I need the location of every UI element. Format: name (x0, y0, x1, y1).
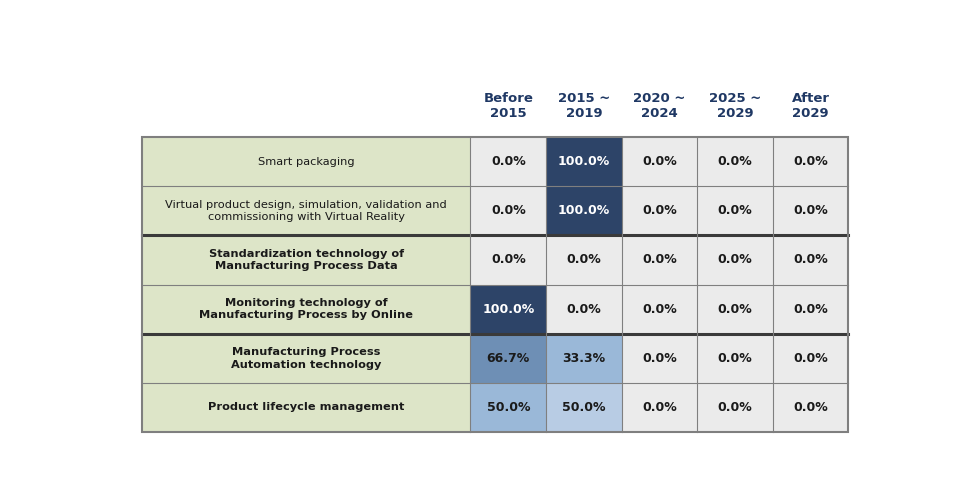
Bar (142, 137, 471, 186)
Bar (471, 186, 546, 236)
Bar (471, 137, 546, 186)
Text: 0.0%: 0.0% (567, 303, 601, 316)
Bar (697, 334, 773, 383)
Text: 66.7%: 66.7% (486, 352, 530, 365)
Text: Manufacturing Process
Automation technology: Manufacturing Process Automation technol… (231, 347, 382, 370)
Text: 0.0%: 0.0% (642, 155, 677, 168)
Bar (621, 137, 697, 186)
Bar (773, 236, 849, 285)
Bar (621, 186, 697, 236)
Bar (773, 334, 849, 383)
Bar (773, 383, 849, 432)
Bar (621, 334, 697, 383)
Bar (697, 285, 773, 334)
Text: 0.0%: 0.0% (642, 401, 677, 414)
Text: 0.0%: 0.0% (793, 352, 828, 365)
Text: 0.0%: 0.0% (491, 155, 526, 168)
Bar (546, 236, 621, 285)
Text: 2015 ~
2019: 2015 ~ 2019 (558, 92, 610, 120)
Bar (773, 186, 849, 236)
Text: 50.0%: 50.0% (562, 401, 605, 414)
Bar (471, 285, 546, 334)
Text: 0.0%: 0.0% (717, 303, 752, 316)
Text: 0.0%: 0.0% (717, 205, 752, 217)
Text: 0.0%: 0.0% (717, 155, 752, 168)
Text: Monitoring technology of
Manufacturing Process by Online: Monitoring technology of Manufacturing P… (199, 298, 413, 320)
Bar (546, 334, 621, 383)
Text: 0.0%: 0.0% (793, 253, 828, 266)
Bar (697, 137, 773, 186)
Text: Virtual product design, simulation, validation and
commissioning with Virtual Re: Virtual product design, simulation, vali… (166, 200, 447, 222)
Text: 0.0%: 0.0% (642, 253, 677, 266)
Text: 0.0%: 0.0% (793, 401, 828, 414)
Text: 0.0%: 0.0% (642, 205, 677, 217)
Bar (546, 285, 621, 334)
Text: 0.0%: 0.0% (717, 253, 752, 266)
Text: Before
2015: Before 2015 (483, 92, 533, 120)
Text: After
2029: After 2029 (791, 92, 830, 120)
Text: 0.0%: 0.0% (793, 303, 828, 316)
Text: 0.0%: 0.0% (491, 205, 526, 217)
Bar (546, 137, 621, 186)
Text: 0.0%: 0.0% (642, 303, 677, 316)
Text: 0.0%: 0.0% (491, 253, 526, 266)
Text: 2025 ~
2029: 2025 ~ 2029 (709, 92, 761, 120)
Bar (621, 236, 697, 285)
Bar (471, 334, 546, 383)
Text: Smart packaging: Smart packaging (258, 157, 355, 166)
Bar (142, 383, 471, 432)
Text: 0.0%: 0.0% (793, 205, 828, 217)
Bar (142, 186, 471, 236)
Text: 2020 ~
2024: 2020 ~ 2024 (633, 92, 686, 120)
Text: 100.0%: 100.0% (482, 303, 534, 316)
Text: 0.0%: 0.0% (642, 352, 677, 365)
Text: 0.0%: 0.0% (717, 352, 752, 365)
Bar (697, 236, 773, 285)
Bar (621, 383, 697, 432)
Bar (773, 285, 849, 334)
Text: Product lifecycle management: Product lifecycle management (208, 403, 405, 412)
Bar (773, 137, 849, 186)
Bar (546, 186, 621, 236)
Bar (471, 236, 546, 285)
Bar (142, 137, 849, 432)
Bar (697, 186, 773, 236)
Text: 100.0%: 100.0% (558, 205, 610, 217)
Bar (621, 285, 697, 334)
Text: 33.3%: 33.3% (562, 352, 605, 365)
Text: 0.0%: 0.0% (793, 155, 828, 168)
Bar (142, 236, 471, 285)
Bar (142, 334, 471, 383)
Text: 0.0%: 0.0% (567, 253, 601, 266)
Bar (697, 383, 773, 432)
Text: 0.0%: 0.0% (717, 401, 752, 414)
Bar (142, 285, 471, 334)
Text: 50.0%: 50.0% (486, 401, 530, 414)
Text: Standardization technology of
Manufacturing Process Data: Standardization technology of Manufactur… (209, 249, 404, 271)
Text: 100.0%: 100.0% (558, 155, 610, 168)
Bar (546, 383, 621, 432)
Bar (471, 383, 546, 432)
